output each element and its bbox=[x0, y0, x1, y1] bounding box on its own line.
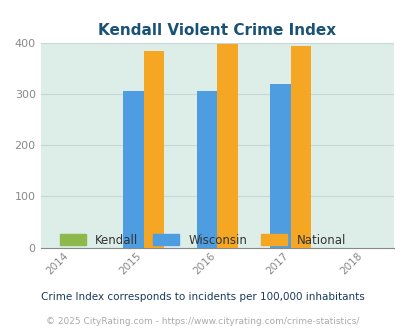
Bar bbox=[269, 84, 290, 248]
Text: © 2025 CityRating.com - https://www.cityrating.com/crime-statistics/: © 2025 CityRating.com - https://www.city… bbox=[46, 317, 359, 326]
Text: Crime Index corresponds to incidents per 100,000 inhabitants: Crime Index corresponds to incidents per… bbox=[41, 292, 364, 302]
Bar bbox=[290, 47, 311, 248]
Bar bbox=[217, 44, 237, 248]
Bar bbox=[123, 91, 143, 248]
Legend: Kendall, Wisconsin, National: Kendall, Wisconsin, National bbox=[55, 229, 350, 251]
Bar bbox=[196, 91, 217, 248]
Title: Kendall Violent Crime Index: Kendall Violent Crime Index bbox=[98, 22, 335, 38]
Bar bbox=[143, 50, 164, 248]
